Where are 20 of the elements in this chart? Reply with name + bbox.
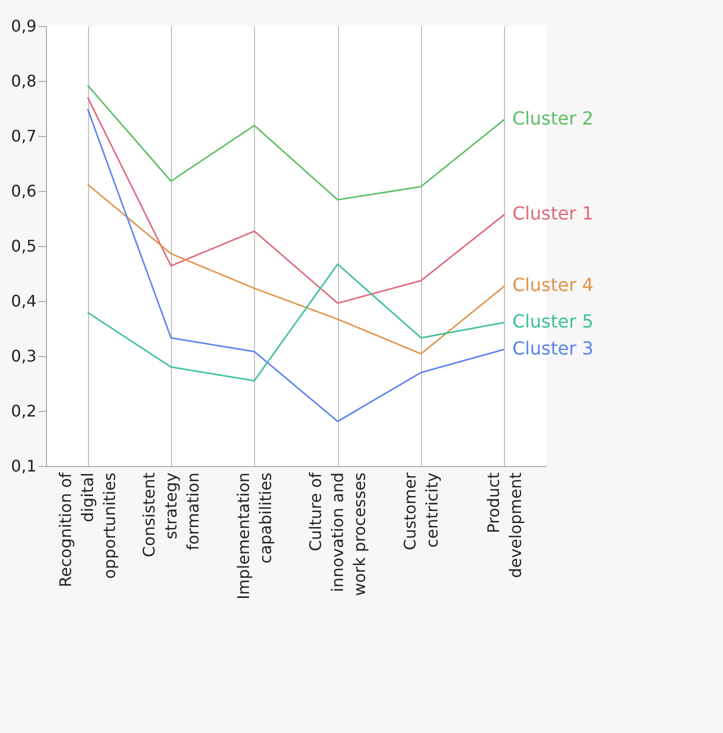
y-tick-label: 0,3 (11, 346, 36, 366)
line-series (86, 108, 506, 422)
y-tick-label: 0,5 (11, 236, 36, 256)
y-tick-label: 0,4 (11, 292, 36, 310)
y-tick-label: 0,1 (11, 456, 36, 476)
line-series (86, 84, 506, 201)
y-tick-label: 0,9 (11, 16, 36, 36)
x-tick-label: Recognition of digital opportunities (56, 472, 120, 588)
line-series (86, 184, 506, 355)
y-tick-label: 0,7 (11, 126, 36, 146)
y-tick-label: 0,2 (11, 402, 36, 420)
line-series (86, 96, 506, 304)
series-label: Cluster 1 (512, 204, 594, 225)
y-tick-label: 0,6 (11, 182, 36, 200)
line-series (86, 263, 506, 382)
series-label: Cluster 5 (512, 311, 594, 332)
series-label: Cluster 4 (512, 275, 594, 296)
series-label: Cluster 2 (512, 108, 594, 130)
series-label: Cluster 3 (512, 338, 594, 360)
y-tick-label: 0,8 (11, 72, 36, 90)
